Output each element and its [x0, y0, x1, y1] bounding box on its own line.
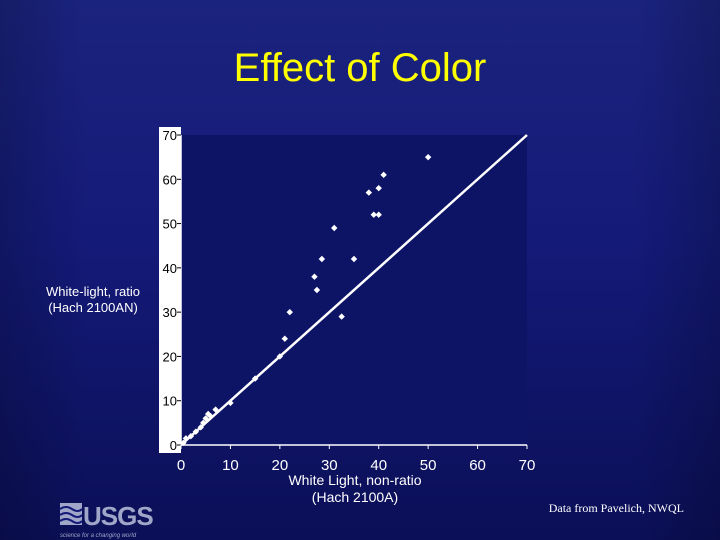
data-point: [380, 171, 387, 179]
data-point: [311, 273, 318, 280]
data-point: [251, 375, 259, 382]
x-tick-label: 50: [420, 457, 437, 474]
data-point: [331, 224, 338, 232]
x-tick-label: 40: [370, 457, 387, 474]
x-tick-label: 20: [272, 457, 289, 474]
data-point: [187, 432, 195, 440]
y-axis-label-line-1: White-light, ratio: [46, 284, 140, 299]
y-axis-label: White-light, ratio (Hach 2100AN): [30, 284, 156, 316]
data-point: [338, 313, 345, 320]
y-tick-label: 40: [163, 261, 177, 276]
y-tick-label: 70: [163, 128, 177, 143]
y-tick-label: 10: [163, 394, 177, 409]
x-axis-label-line-1: White Light, non-ratio: [288, 472, 422, 488]
y-tick-label: 0: [170, 438, 177, 453]
y-tick-label: 60: [163, 172, 177, 187]
data-point: [227, 399, 234, 407]
data-point: [424, 153, 432, 161]
data-point: [212, 406, 219, 413]
y-tick-label: 50: [163, 217, 177, 232]
usgs-logo-text: USGS: [83, 501, 153, 531]
usgs-logo: USGS science for a changing world: [59, 501, 154, 539]
data-point: [350, 255, 358, 263]
data-point: [276, 353, 284, 360]
reference-line: [180, 134, 528, 446]
y-tick-label: 30: [163, 305, 177, 320]
x-tick-label: 70: [519, 457, 536, 474]
data-point: [375, 211, 382, 218]
data-point: [202, 415, 209, 422]
data-point: [180, 439, 187, 446]
x-tick-label: 10: [222, 457, 239, 474]
data-point: [370, 211, 377, 218]
x-tick-label: 30: [321, 457, 338, 474]
x-tick-label: 60: [469, 457, 486, 474]
data-point: [207, 413, 214, 420]
x-axis-label: White Light, non-ratio (Hach 2100A): [230, 472, 480, 506]
data-point: [365, 189, 373, 196]
data-point: [375, 184, 382, 192]
y-tick-panel: [159, 127, 181, 453]
data-point: [200, 419, 207, 427]
data-point: [281, 335, 288, 342]
data-source-credit: Data from Pavelich, NWQL: [548, 501, 684, 515]
y-tick-label: 20: [163, 349, 177, 364]
usgs-wave-icon: [59, 503, 83, 525]
y-axis-label-line-2: (Hach 2100AN): [48, 300, 138, 315]
data-point: [286, 308, 293, 316]
data-point: [182, 435, 190, 442]
data-point: [313, 286, 321, 294]
x-tick-label: 0: [177, 457, 185, 474]
usgs-logo-tagline: science for a changing world: [60, 533, 137, 539]
data-point: [197, 424, 204, 431]
data-point: [318, 255, 326, 263]
x-axis-label-line-2: (Hach 2100A): [311, 489, 399, 505]
data-point: [192, 428, 200, 435]
slide-title: Effect of Color: [233, 46, 487, 90]
